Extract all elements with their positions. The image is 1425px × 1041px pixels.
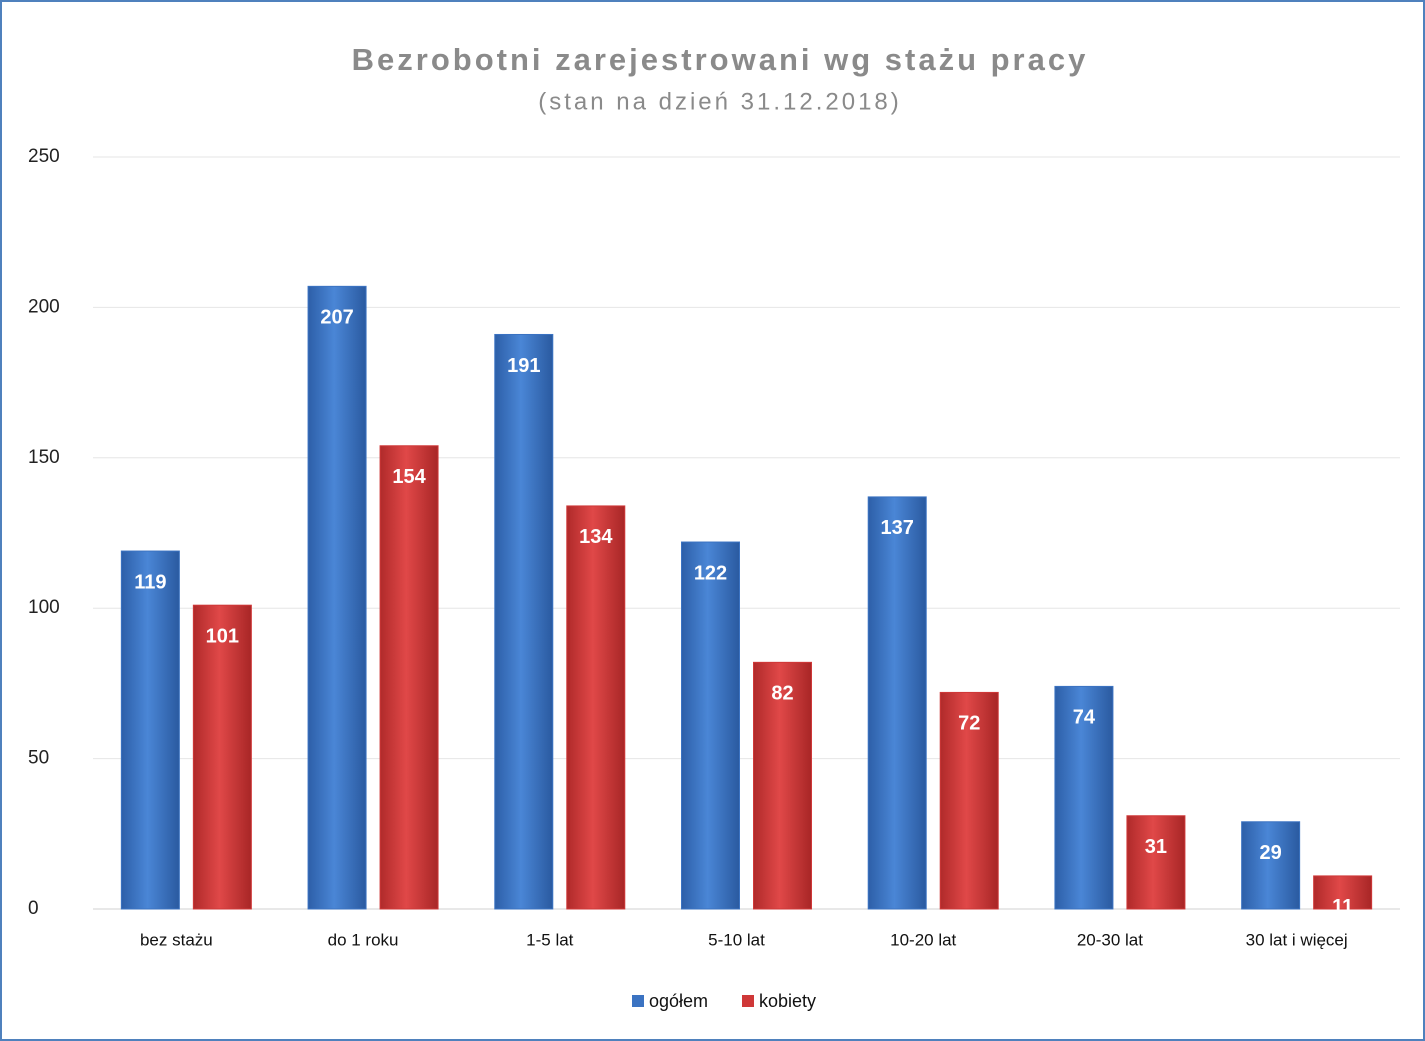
y-tick-label: 0: [28, 898, 39, 919]
chart-title: Bezrobotni zarejestrowani wg stażu pracy: [352, 42, 1089, 77]
legend-label: ogółem: [649, 991, 708, 1011]
x-tick-label: 10-20 lat: [890, 930, 956, 949]
bar: [681, 541, 740, 910]
y-tick-label: 150: [28, 447, 60, 468]
x-tick-label: do 1 roku: [328, 930, 399, 949]
y-tick-label: 100: [28, 597, 60, 618]
bar: [867, 496, 927, 910]
data-label: 31: [1145, 836, 1167, 858]
data-label: 119: [134, 571, 166, 593]
y-tick-label: 200: [28, 296, 60, 317]
chart-subtitle: (stan na dzień 31.12.2018): [538, 88, 902, 115]
bar: [120, 550, 180, 910]
bar: [1313, 875, 1373, 910]
x-tick-label: 20-30 lat: [1077, 930, 1143, 949]
data-label: 122: [694, 562, 727, 584]
bar: [939, 691, 999, 910]
data-label: 29: [1260, 842, 1282, 864]
bar: [379, 445, 439, 910]
bar: [494, 333, 554, 910]
data-label: 154: [392, 466, 426, 488]
legend-label: kobiety: [759, 991, 816, 1011]
y-tick-label: 50: [28, 748, 49, 769]
bar: [753, 661, 812, 910]
x-tick-label: bez stażu: [140, 930, 213, 949]
bar: [1126, 815, 1186, 910]
bar: [307, 285, 367, 910]
data-label: 72: [958, 713, 980, 735]
data-label: 137: [881, 517, 914, 539]
data-label: 207: [320, 307, 353, 329]
x-tick-label: 30 lat i więcej: [1246, 930, 1348, 949]
data-label: 191: [507, 355, 540, 377]
data-label: 134: [579, 526, 613, 548]
y-tick-label: 250: [28, 146, 60, 167]
x-tick-label: 1-5 lat: [526, 930, 574, 949]
data-label: 74: [1073, 707, 1096, 729]
data-label: 82: [771, 683, 793, 705]
bar: [1241, 821, 1301, 910]
bar: [192, 604, 252, 910]
bar: [566, 505, 626, 910]
data-label: 11: [1332, 896, 1353, 918]
data-label: 101: [206, 625, 239, 647]
bar: [1054, 685, 1114, 910]
legend-swatch: [742, 995, 754, 1007]
x-tick-label: 5-10 lat: [708, 930, 765, 949]
legend-swatch: [632, 995, 644, 1007]
